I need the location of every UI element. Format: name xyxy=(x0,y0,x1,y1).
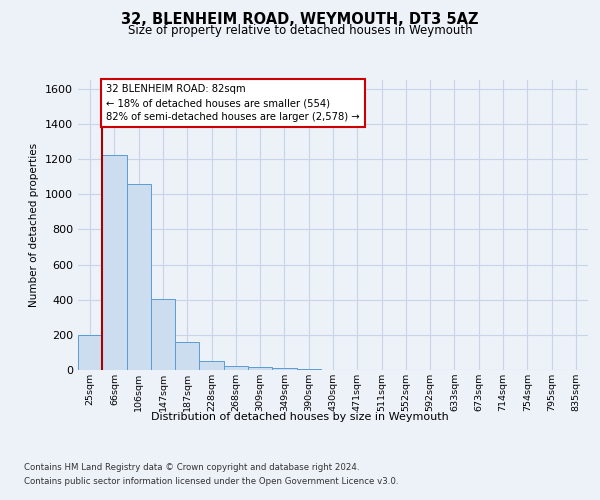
Bar xyxy=(248,368,272,370)
Text: 32, BLENHEIM ROAD, WEYMOUTH, DT3 5AZ: 32, BLENHEIM ROAD, WEYMOUTH, DT3 5AZ xyxy=(121,12,479,28)
Bar xyxy=(272,368,296,370)
Bar xyxy=(102,154,127,370)
Bar xyxy=(224,366,248,370)
Bar xyxy=(127,184,151,370)
Bar xyxy=(199,361,224,370)
Text: 32 BLENHEIM ROAD: 82sqm
← 18% of detached houses are smaller (554)
82% of semi-d: 32 BLENHEIM ROAD: 82sqm ← 18% of detache… xyxy=(106,84,359,122)
Text: Distribution of detached houses by size in Weymouth: Distribution of detached houses by size … xyxy=(151,412,449,422)
Text: Contains HM Land Registry data © Crown copyright and database right 2024.: Contains HM Land Registry data © Crown c… xyxy=(24,464,359,472)
Bar xyxy=(151,299,175,370)
Text: Size of property relative to detached houses in Weymouth: Size of property relative to detached ho… xyxy=(128,24,472,37)
Bar xyxy=(175,342,199,370)
Text: Contains public sector information licensed under the Open Government Licence v3: Contains public sector information licen… xyxy=(24,477,398,486)
Bar xyxy=(78,335,102,370)
Y-axis label: Number of detached properties: Number of detached properties xyxy=(29,143,40,307)
